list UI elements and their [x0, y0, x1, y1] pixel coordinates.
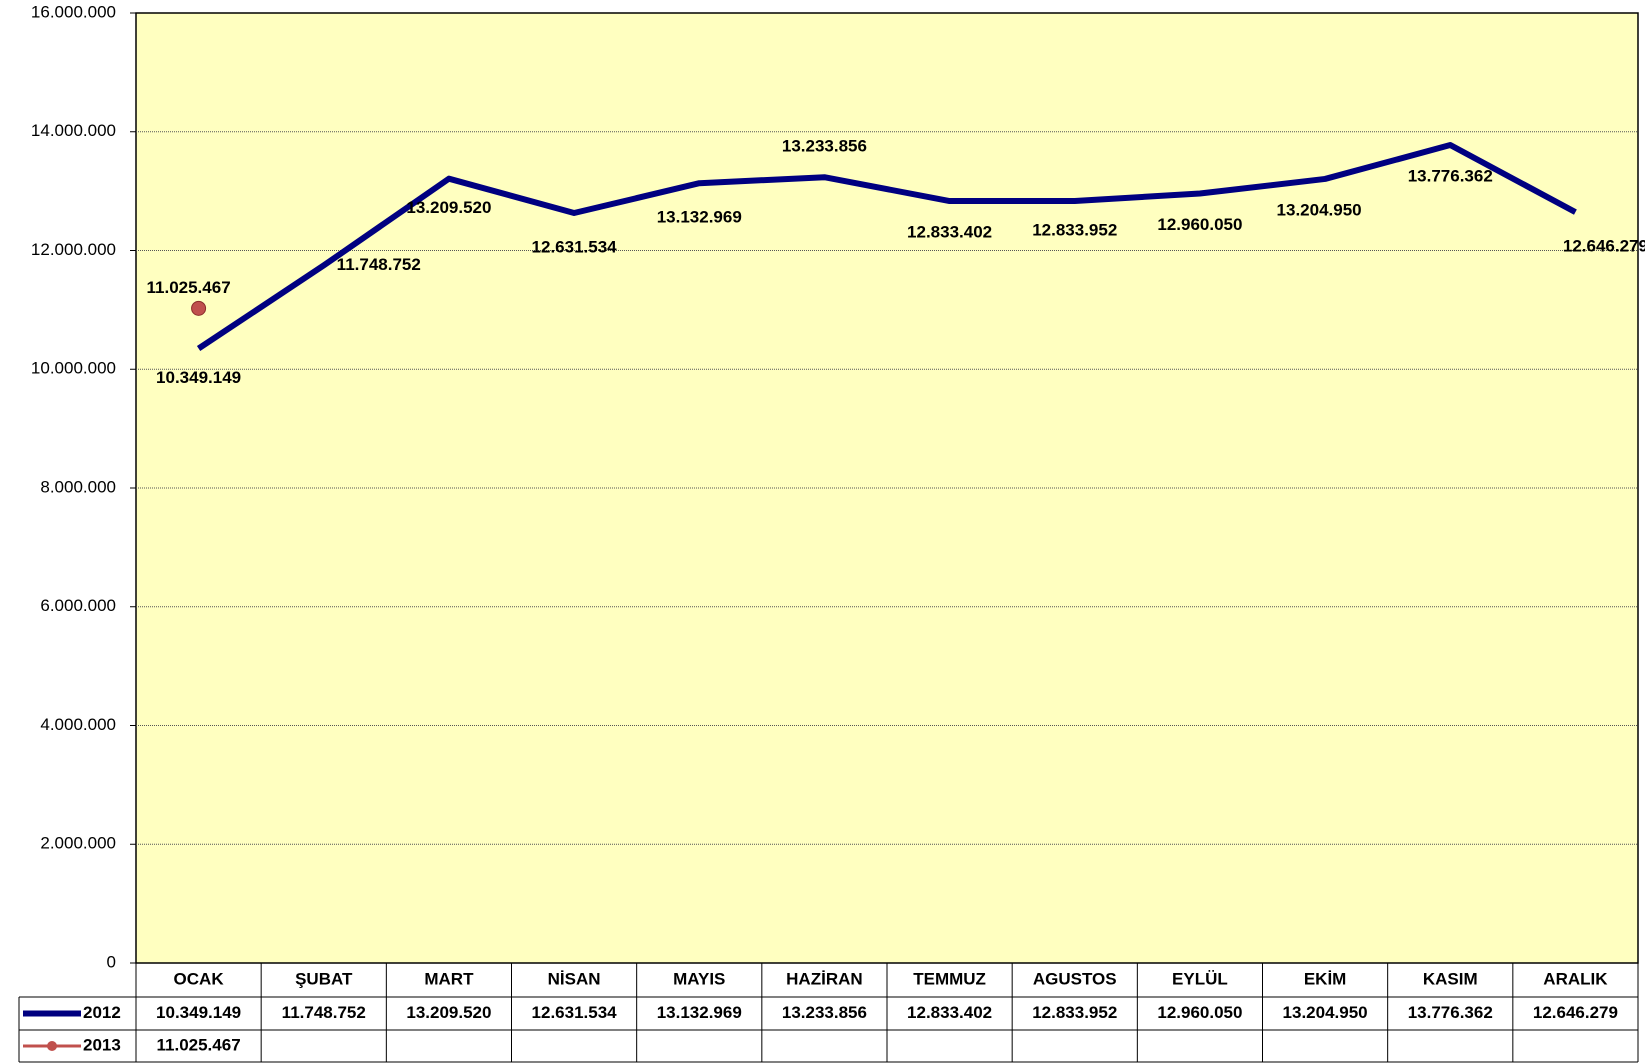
- data-label: 13.204.950: [1277, 200, 1362, 219]
- x-tick-label: MAYIS: [673, 969, 725, 988]
- x-tick-label: MART: [424, 969, 474, 988]
- legend-label: 2013: [83, 1035, 121, 1054]
- table-value: 12.631.534: [532, 1003, 618, 1022]
- y-tick-label: 8.000.000: [40, 477, 116, 496]
- data-label: 13.209.520: [406, 198, 491, 217]
- data-label: 13.776.362: [1408, 167, 1493, 186]
- data-label: 11.748.752: [337, 255, 421, 274]
- legend-label: 2012: [83, 1003, 121, 1022]
- x-tick-label: EKİM: [1304, 969, 1347, 988]
- table-value: 11.025.467: [157, 1035, 241, 1054]
- table-value: 13.209.520: [406, 1003, 491, 1022]
- data-label: 13.132.969: [657, 208, 742, 227]
- x-tick-label: HAZİRAN: [786, 969, 863, 988]
- y-tick-label: 16.000.000: [31, 2, 116, 21]
- table-value: 12.833.402: [907, 1003, 992, 1022]
- x-tick-label: NİSAN: [548, 969, 601, 988]
- data-label: 12.631.534: [532, 237, 618, 256]
- y-tick-label: 0: [107, 952, 116, 971]
- table-value: 11.748.752: [282, 1003, 366, 1022]
- table-value: 12.646.279: [1533, 1003, 1618, 1022]
- table-value: 10.349.149: [156, 1003, 241, 1022]
- data-label: 12.960.050: [1157, 215, 1242, 234]
- x-tick-label: ARALIK: [1543, 969, 1608, 988]
- table-value: 13.132.969: [657, 1003, 742, 1022]
- data-label: 13.233.856: [782, 137, 867, 156]
- data-label: 11.025.467: [147, 278, 231, 297]
- x-tick-label: TEMMUZ: [913, 969, 986, 988]
- table-value: 13.204.950: [1283, 1003, 1368, 1022]
- y-tick-label: 12.000.000: [31, 240, 116, 259]
- x-tick-label: KASIM: [1423, 969, 1478, 988]
- y-tick-label: 10.000.000: [31, 359, 116, 378]
- data-label: 12.833.952: [1032, 220, 1117, 239]
- line: [196, 142, 1577, 352]
- x-tick-label: EYLÜL: [1172, 969, 1228, 988]
- x-tick-label: ŞUBAT: [295, 969, 353, 988]
- table-value: 12.833.952: [1032, 1003, 1117, 1022]
- legend-marker: [47, 1041, 57, 1051]
- y-tick-label: 4.000.000: [40, 715, 116, 734]
- point: [191, 300, 207, 316]
- data-label: 10.349.149: [156, 368, 241, 387]
- table-value: 13.776.362: [1408, 1003, 1493, 1022]
- y-tick-label: 6.000.000: [40, 596, 116, 615]
- data-label: 12.833.402: [907, 223, 992, 242]
- x-tick-label: OCAK: [174, 969, 225, 988]
- y-tick-label: 2.000.000: [40, 834, 116, 853]
- table-value: 12.960.050: [1157, 1003, 1242, 1022]
- table-value: 13.233.856: [782, 1003, 867, 1022]
- x-tick-label: AGUSTOS: [1033, 969, 1117, 988]
- data-label: 12.646.279: [1563, 237, 1645, 256]
- y-tick-label: 14.000.000: [31, 121, 116, 140]
